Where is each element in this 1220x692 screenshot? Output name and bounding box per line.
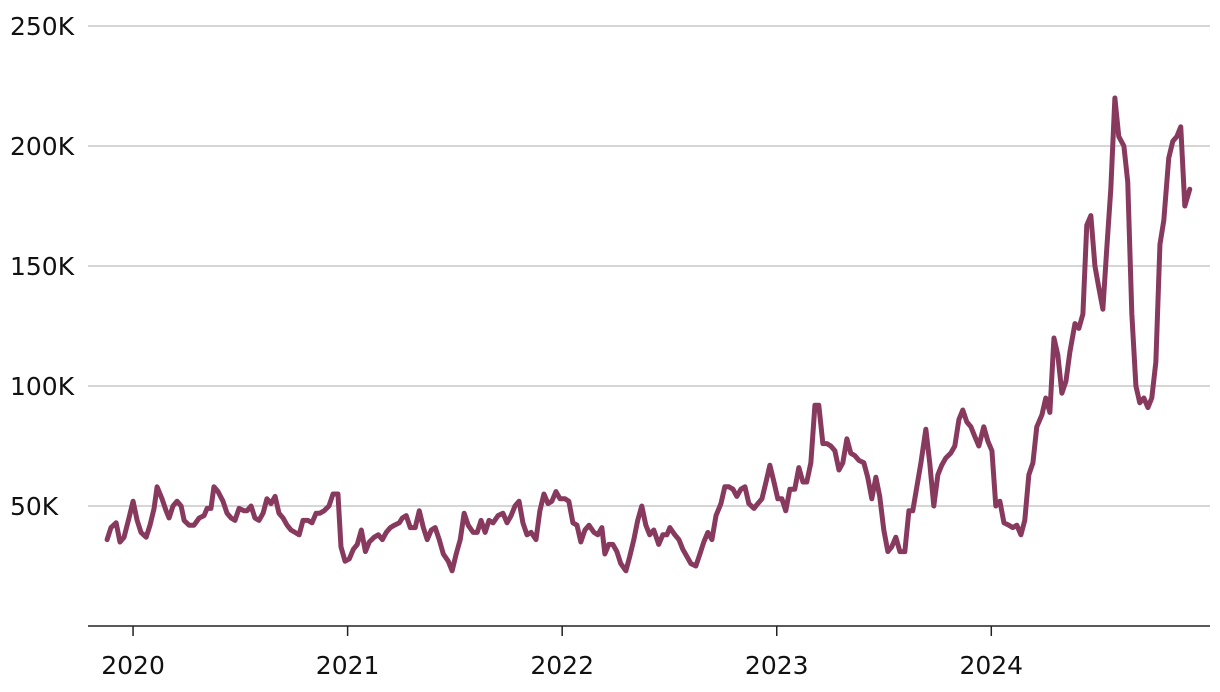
y-tick-label: 250K xyxy=(10,12,75,41)
x-tick-label: 2022 xyxy=(530,651,594,680)
x-tick-label: 2023 xyxy=(745,651,809,680)
y-tick-label: 50K xyxy=(10,492,59,521)
y-tick-label: 100K xyxy=(10,372,75,401)
line xyxy=(104,95,1193,574)
x-tick-label: 2020 xyxy=(101,651,165,680)
y-tick-label: 200K xyxy=(10,132,75,161)
x-tick-label: 2021 xyxy=(316,651,380,680)
x-tick-label: 2024 xyxy=(959,651,1023,680)
y-tick-label: 150K xyxy=(10,252,75,281)
